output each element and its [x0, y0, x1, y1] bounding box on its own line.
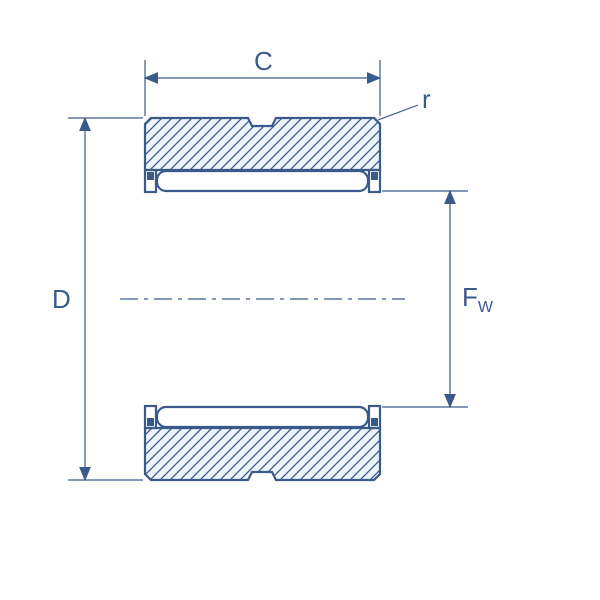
label-c: C	[254, 46, 273, 76]
label-d: D	[52, 284, 71, 314]
dimension-r: r	[378, 84, 431, 120]
roller-bottom	[145, 406, 380, 428]
outer-ring-top	[145, 118, 380, 170]
label-r: r	[422, 84, 431, 114]
dimension-c: C	[145, 46, 380, 116]
outer-ring-bottom	[145, 428, 380, 480]
roller-top	[145, 170, 380, 192]
bearing-cross-section-diagram: C D FW r	[0, 0, 600, 600]
label-fw: FW	[462, 282, 494, 316]
